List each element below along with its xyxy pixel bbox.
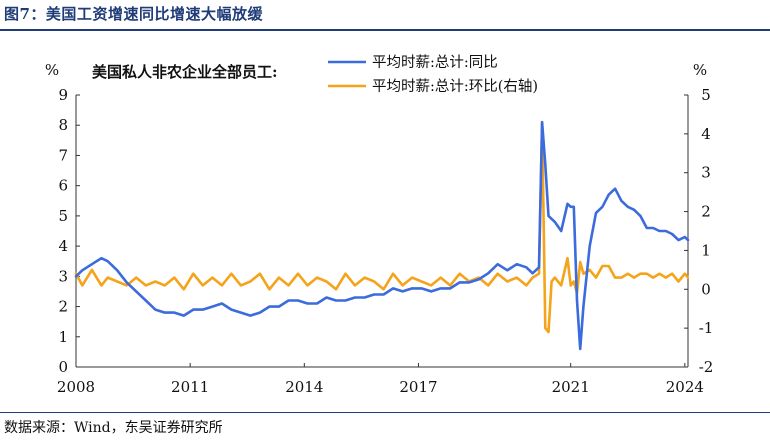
- x-tick-label: 2021: [552, 378, 590, 396]
- chart-title: 美国私人非农企业全部员工:: [92, 63, 278, 81]
- y-tick-label-left: 4: [58, 237, 68, 255]
- figure-title: 图7：美国工资增速同比增速大幅放缓: [4, 5, 263, 23]
- chart-series: [74, 120, 690, 351]
- y-tick-label-left: 1: [58, 328, 68, 346]
- y-tick-label-right: 2: [701, 203, 711, 221]
- y-tick-label-left: 6: [58, 177, 68, 195]
- y-tick-label-left: 3: [58, 267, 68, 285]
- x-tick-label: 2017: [399, 378, 437, 396]
- legend-label-1: 平均时薪:总计:同比: [372, 54, 498, 71]
- y-tick-label-left: 9: [58, 86, 68, 104]
- y-tick-label-right: 1: [701, 241, 711, 259]
- y-tick-label-left: 0: [58, 358, 68, 376]
- series-line-1: [74, 120, 690, 351]
- y-tick-label-right: 3: [701, 164, 711, 182]
- title-rule: [0, 29, 770, 31]
- footer-rule: [0, 412, 770, 413]
- y-tick-label-left: 8: [58, 116, 68, 134]
- legend-label-2: 平均时薪:总计:环比(右轴): [372, 78, 538, 95]
- x-tick-label: 2024: [666, 378, 704, 396]
- y-tick-label-right: -2: [699, 358, 714, 376]
- y-tick-label-left: 7: [58, 146, 68, 164]
- y-tick-label-left: 5: [58, 207, 68, 225]
- y-tick-label-right: 0: [701, 280, 711, 298]
- data-source: 数据来源：Wind，东吴证券研究所: [4, 420, 223, 436]
- x-tick-label: 2008: [57, 378, 95, 396]
- x-tick-label: 2014: [285, 378, 323, 396]
- y-tick-label-right: -1: [699, 319, 714, 337]
- x-tick-label: 2011: [171, 378, 209, 396]
- y-axis-label-right: %: [693, 61, 707, 79]
- chart-axes: 0 1 2 3 4 5 6 7 8 9 -2 -1 0 1 2 3 4 5 2008 2011 2014 2017 2021…: [45, 61, 713, 396]
- y-tick-label-left: 2: [58, 298, 68, 316]
- y-axis-label-left: %: [45, 61, 59, 79]
- y-tick-label-right: 5: [701, 86, 711, 104]
- y-tick-label-right: 4: [701, 125, 711, 143]
- line-chart: 0 1 2 3 4 5 6 7 8 9 -2 -1 0 1 2 3 4 5 2008 2011 2014 2017 2021…: [45, 54, 713, 396]
- series-line-2: [74, 120, 690, 334]
